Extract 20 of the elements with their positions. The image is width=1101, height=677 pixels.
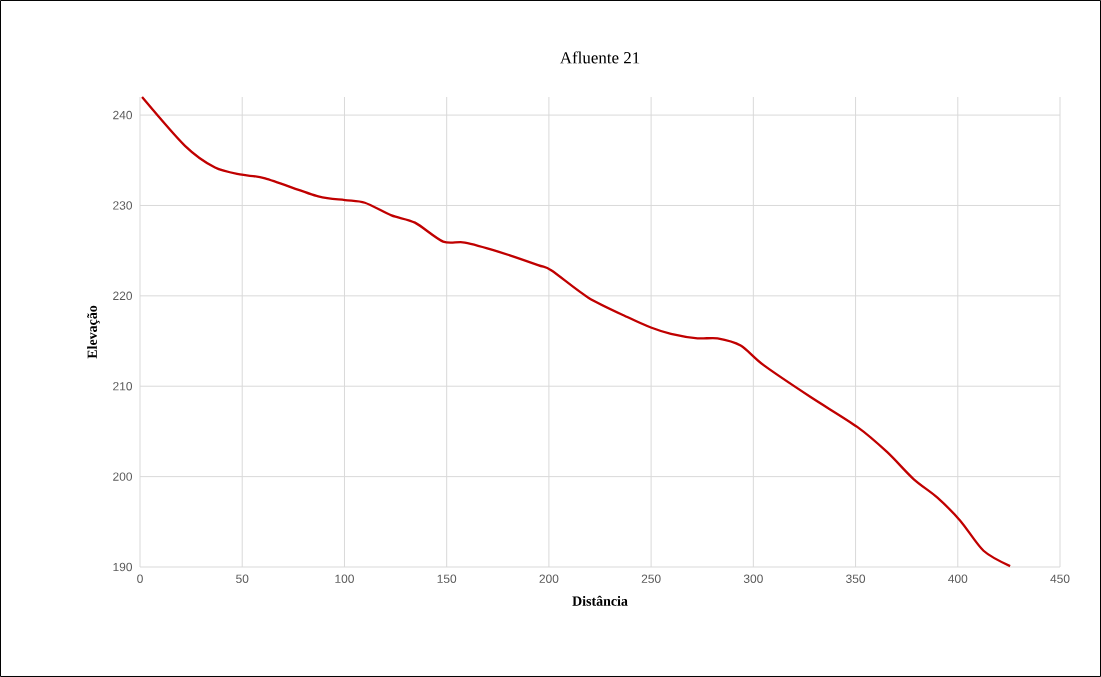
x-tick-label: 200: [539, 574, 559, 583]
chart-title: Afluente 21: [559, 51, 640, 64]
x-tick-label: 450: [1050, 574, 1070, 583]
x-tick-label: 400: [948, 574, 968, 583]
x-tick-label: 100: [335, 574, 354, 583]
line-series: [140, 95, 1012, 568]
y-axis-title: Elevação: [87, 305, 100, 359]
y-tick-label: 240: [113, 110, 133, 120]
x-tick-label: 50: [236, 574, 249, 583]
x-tick-label: 150: [437, 574, 457, 583]
x-axis-title: Distância: [572, 595, 628, 606]
x-tick-label: 250: [641, 574, 661, 583]
y-tick-label: 220: [113, 291, 133, 301]
y-tick-label: 230: [113, 201, 133, 210]
y-tick-label: 200: [113, 472, 133, 481]
x-tick-label: 350: [846, 574, 866, 583]
x-tick-label: 300: [743, 574, 763, 583]
y-tick-label: 190: [113, 562, 133, 572]
y-tick-label: 210: [113, 382, 133, 391]
x-tick-label: 0: [137, 574, 143, 583]
